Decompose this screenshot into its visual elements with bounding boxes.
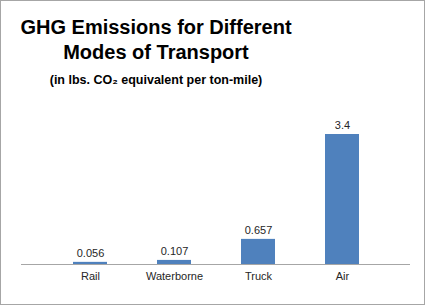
html-text:GHG Emissions for Different Mo: GHG Emissions for Different Modes of Tra… [20,16,292,63]
svg-text:Waterborne: Waterborne [146,270,203,282]
svg-text:Air: Air [336,270,350,282]
svg-text:0.056: 0.056 [77,247,105,259]
svg-text:0.657: 0.657 [245,224,273,236]
svg-text:Truck: Truck [245,270,273,282]
svg-text:0.107: 0.107 [161,245,189,257]
svg-text:Rail: Rail [81,270,100,282]
html-text:(in lbs. CO₂ equivalent per to: (in lbs. CO₂ equivalent per ton-mile) [49,73,263,87]
svg-text:3.4: 3.4 [335,119,350,131]
